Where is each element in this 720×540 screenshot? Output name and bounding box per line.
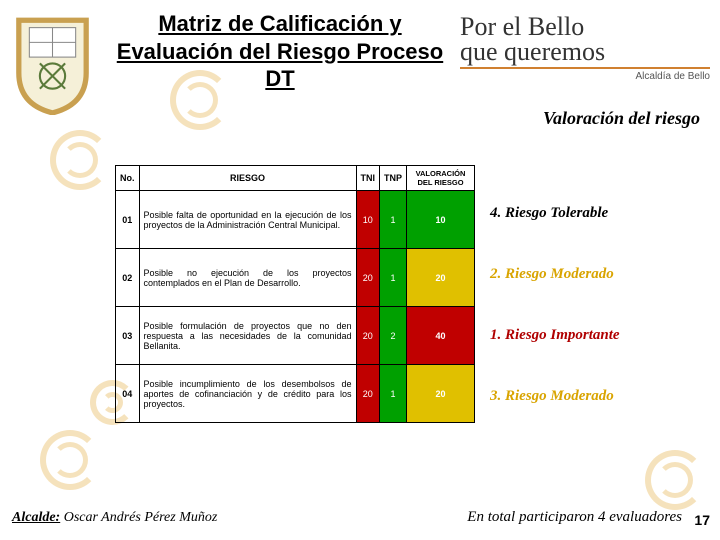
cell-tni: 20 [356, 249, 380, 307]
cell-val: 20 [407, 249, 475, 307]
footer-name: Oscar Andrés Pérez Muñoz [64, 510, 218, 525]
cell-val: 10 [407, 191, 475, 249]
cell-no: 02 [116, 249, 140, 307]
brand-line2: que queremos [460, 40, 710, 65]
risk-label: 1. Riesgo Importante [490, 327, 710, 344]
th-val: VALORACIÓN DEL RIESGO [407, 166, 475, 191]
cell-tni: 20 [356, 307, 380, 365]
risk-labels: 4. Riesgo Tolerable 2. Riesgo Moderado 1. … [490, 205, 710, 449]
municipality-shield-icon [10, 15, 95, 115]
footer-right: En total participaron 4 evaluadores [467, 509, 682, 526]
footer-role: Alcalde: [12, 510, 60, 525]
brand-logo: Por el Bello que queremos Alcaldía de Be… [460, 15, 710, 82]
table-row: 01Posible falta de oportunidad en la eje… [116, 191, 475, 249]
th-tnp: TNP [380, 166, 407, 191]
cell-riesgo: Posible formulación de proyectos que no … [139, 307, 356, 365]
th-riesgo: RIESGO [139, 166, 356, 191]
spiral-decoration [645, 450, 705, 510]
cell-no: 04 [116, 365, 140, 423]
table-row: 04Posible incumplimiento de los desembol… [116, 365, 475, 423]
cell-riesgo: Posible falta de oportunidad en la ejecu… [139, 191, 356, 249]
table-row: 02Posible no ejecución de los proyectos … [116, 249, 475, 307]
cell-no: 01 [116, 191, 140, 249]
cell-val: 20 [407, 365, 475, 423]
cell-tni: 20 [356, 365, 380, 423]
spiral-decoration [50, 130, 110, 190]
cell-tnp: 1 [380, 249, 407, 307]
cell-val: 40 [407, 307, 475, 365]
cell-tni: 10 [356, 191, 380, 249]
cell-no: 03 [116, 307, 140, 365]
table-header-row: No. RIESGO TNI TNP VALORACIÓN DEL RIESGO [116, 166, 475, 191]
footer-left: Alcalde: Oscar Andrés Pérez Muñoz [12, 510, 217, 526]
page-number: 17 [694, 512, 710, 528]
risk-label: 4. Riesgo Tolerable [490, 205, 710, 222]
cell-tnp: 2 [380, 307, 407, 365]
cell-riesgo: Posible no ejecución de los proyectos co… [139, 249, 356, 307]
brand-line1: Por el Bello [460, 15, 710, 40]
cell-tnp: 1 [380, 365, 407, 423]
risk-table: No. RIESGO TNI TNP VALORACIÓN DEL RIESGO… [115, 165, 475, 423]
th-tni: TNI [356, 166, 380, 191]
th-no: No. [116, 166, 140, 191]
brand-underline [460, 67, 710, 69]
spiral-decoration [40, 430, 100, 490]
table-row: 03Posible formulación de proyectos que n… [116, 307, 475, 365]
brand-sub: Alcaldía de Bello [460, 71, 710, 82]
cell-tnp: 1 [380, 191, 407, 249]
risk-label: 2. Riesgo Moderado [490, 266, 710, 283]
cell-riesgo: Posible incumplimiento de los desembolso… [139, 365, 356, 423]
valoracion-title: Valoración del riesgo [543, 108, 700, 129]
risk-label: 3. Riesgo Moderado [490, 388, 710, 405]
slide-title: Matriz de Calificación y Evaluación del … [115, 10, 445, 93]
